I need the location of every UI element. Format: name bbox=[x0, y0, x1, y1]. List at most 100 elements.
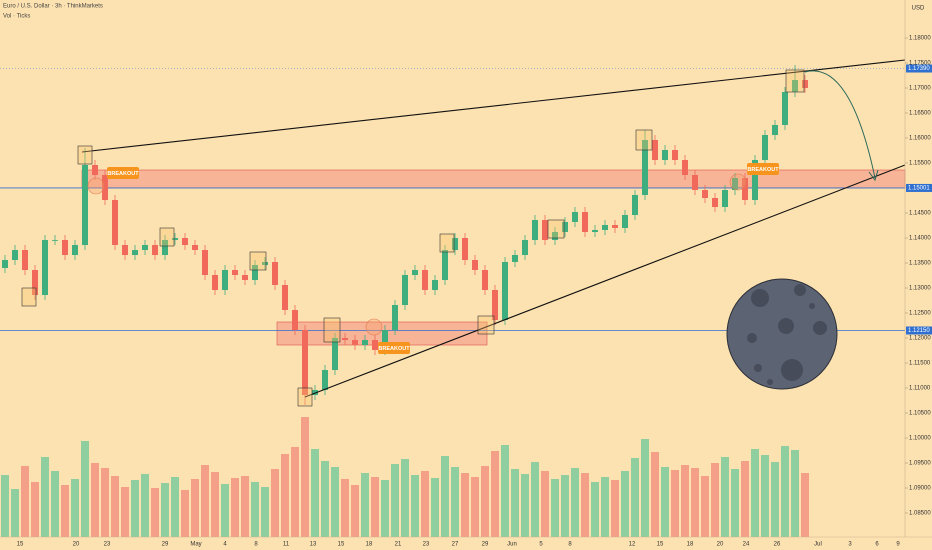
volume-bar bbox=[421, 471, 429, 537]
volume-bar bbox=[671, 470, 679, 537]
volume-bar bbox=[61, 485, 69, 537]
volume-bar bbox=[191, 479, 199, 537]
candles-layer bbox=[2, 65, 808, 405]
candle-body bbox=[612, 225, 618, 228]
candle-body bbox=[142, 245, 148, 250]
x-tick-label: 9 bbox=[896, 542, 900, 548]
candle-body bbox=[672, 150, 678, 160]
volume-bar bbox=[171, 477, 179, 537]
x-tick-label: 5 bbox=[539, 542, 543, 548]
candle-body bbox=[552, 232, 558, 240]
candle-body bbox=[442, 250, 448, 280]
volume-layer bbox=[1, 417, 809, 537]
label-box bbox=[107, 167, 139, 179]
crater bbox=[767, 379, 773, 385]
box bbox=[249, 251, 267, 271]
x-tick-label: 26 bbox=[774, 542, 781, 548]
candle-body bbox=[202, 250, 208, 275]
candle-body bbox=[52, 240, 58, 241]
candle-body bbox=[402, 275, 408, 305]
x-tick-label: 15 bbox=[657, 542, 664, 548]
candle-body bbox=[172, 238, 178, 240]
x-tick-label: 4 bbox=[223, 542, 227, 548]
circle bbox=[87, 177, 105, 195]
symbol-title: Euro / U.S. Dollar · 3h · ThinkMarkets bbox=[3, 4, 103, 10]
candle-body bbox=[192, 245, 198, 250]
breakout-label: BREAKOUT bbox=[107, 171, 139, 177]
projection-arrow bbox=[804, 70, 876, 179]
volume-bar bbox=[271, 469, 279, 537]
candle-body bbox=[342, 338, 348, 340]
x-tick-label: 29 bbox=[162, 542, 169, 548]
candle-body bbox=[72, 245, 78, 255]
crater bbox=[794, 284, 806, 296]
candle-body bbox=[742, 178, 748, 200]
candle-body bbox=[732, 178, 738, 190]
candle-body bbox=[32, 270, 38, 295]
y-tick-label: 1.14500 bbox=[909, 211, 931, 217]
volume-bar bbox=[401, 459, 409, 537]
candle-body bbox=[682, 160, 688, 175]
volume-bar bbox=[361, 473, 369, 537]
x-tick-label: 27 bbox=[452, 542, 459, 548]
candle-body bbox=[222, 270, 228, 290]
candle-body bbox=[522, 240, 528, 255]
candle-body bbox=[692, 175, 698, 190]
candle-body bbox=[352, 340, 358, 345]
candle-body bbox=[62, 240, 68, 255]
volume-bar bbox=[411, 475, 419, 537]
volume-bar bbox=[261, 487, 269, 537]
crater bbox=[747, 333, 757, 343]
box bbox=[635, 129, 653, 151]
volume-bar bbox=[641, 439, 649, 537]
candle-body bbox=[482, 270, 488, 290]
candle-body bbox=[662, 150, 668, 160]
volume-bar bbox=[501, 445, 509, 537]
y-tick-label: 1.18000 bbox=[909, 36, 931, 42]
level-label: 1.15001 bbox=[908, 186, 930, 192]
volume-bar bbox=[581, 473, 589, 537]
candle-body bbox=[502, 262, 508, 320]
volume-bar bbox=[151, 488, 159, 537]
breakout-circles bbox=[87, 173, 747, 336]
craters bbox=[747, 284, 827, 385]
x-tick-label: 23 bbox=[104, 542, 111, 548]
volume-bar bbox=[631, 458, 639, 537]
candle-body bbox=[152, 245, 158, 255]
x-tick-label: May bbox=[190, 542, 201, 548]
candle-body bbox=[112, 200, 118, 245]
crater bbox=[813, 321, 827, 335]
candle-body bbox=[712, 198, 718, 207]
x-tick-label: Jul bbox=[814, 542, 822, 548]
volume-bar bbox=[11, 489, 19, 537]
level-label-box bbox=[906, 326, 932, 335]
candle-body bbox=[122, 245, 128, 255]
y-tick-label: 1.13500 bbox=[909, 261, 931, 267]
breakout-label: BREAKOUT bbox=[747, 167, 779, 173]
level-label: 1.12150 bbox=[908, 328, 930, 334]
crater bbox=[778, 318, 794, 334]
x-tick-label: 12 bbox=[629, 542, 636, 548]
candle-body bbox=[582, 212, 588, 232]
candle-body bbox=[792, 80, 798, 92]
candle-body bbox=[272, 262, 278, 285]
volume-bar bbox=[661, 467, 669, 537]
y-tick-label: 1.16500 bbox=[909, 111, 931, 117]
volume-bar bbox=[561, 475, 569, 537]
candle-body bbox=[472, 260, 478, 270]
x-tick-label: 29 bbox=[482, 542, 489, 548]
box bbox=[323, 317, 341, 343]
candle-body bbox=[232, 270, 238, 275]
candle-body bbox=[762, 135, 768, 160]
candle-body bbox=[802, 80, 808, 88]
candle-body bbox=[412, 270, 418, 275]
volume-bar bbox=[651, 452, 659, 537]
x-tick-label: 13 bbox=[310, 542, 317, 548]
candle-body bbox=[92, 165, 98, 175]
volume-bar bbox=[611, 480, 619, 537]
price-axis: 1.08500 1.09000 1.09500 1.10000 1.10500 1.110… bbox=[905, 36, 932, 517]
y-tick-label: 1.15500 bbox=[909, 161, 931, 167]
box bbox=[547, 219, 565, 239]
box bbox=[297, 387, 313, 407]
